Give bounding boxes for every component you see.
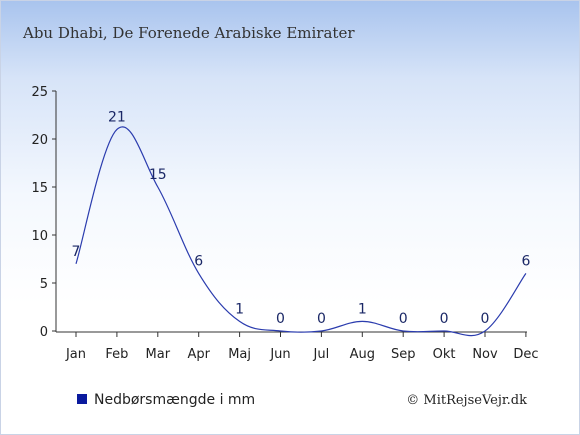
y-tick-label: 10 [31,229,48,244]
legend-swatch [77,394,87,404]
data-label: 1 [235,301,244,317]
data-label: 0 [276,311,285,327]
data-label: 0 [481,311,490,327]
x-tick-label: Sep [391,347,416,362]
chart-title: Abu Dhabi, De Forenede Arabiske Emirater [22,24,355,42]
x-tick-label: Dec [513,347,538,362]
x-tick-label: Nov [472,347,498,362]
data-label: 6 [194,253,203,269]
data-label: 6 [521,253,530,269]
x-tick-label: Jun [269,347,290,362]
y-tick-label: 5 [40,277,48,292]
credit-text: © MitRejseVejr.dk [406,393,527,408]
data-label: 0 [317,311,326,327]
x-tick-label: Aug [350,347,375,362]
data-label: 21 [108,109,126,125]
data-label: 15 [149,167,167,183]
y-tick-label: 25 [31,85,48,100]
x-tick-label: Okt [433,347,456,362]
data-label: 0 [399,311,408,327]
x-tick-label: Apr [187,347,210,362]
data-label: 0 [440,311,449,327]
data-label: 1 [358,301,367,317]
x-tick-label: Jan [65,347,86,362]
y-tick-label: 15 [31,181,48,196]
x-tick-label: Maj [228,347,251,362]
y-tick-label: 0 [40,325,48,340]
y-tick-label: 20 [31,133,48,148]
x-tick-label: Mar [146,347,171,362]
x-tick-label: Jul [313,347,330,362]
x-tick-label: Feb [105,347,128,362]
series-line-rainfall [75,126,527,337]
data-label: 7 [72,244,81,260]
legend-label: Nedbørsmængde i mm [94,392,255,408]
